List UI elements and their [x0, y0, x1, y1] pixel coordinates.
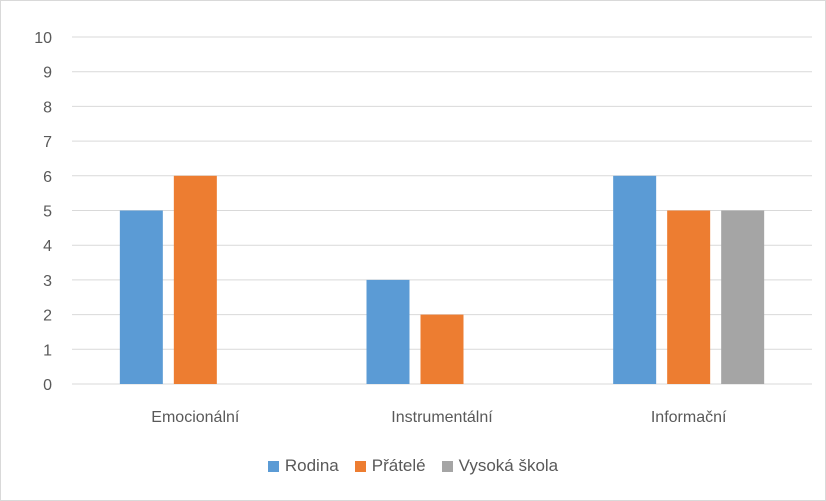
y-tick-label: 3 — [43, 273, 52, 290]
legend-item-pratele: Přátelé — [354, 456, 426, 476]
y-tick-label: 0 — [43, 377, 52, 394]
legend-swatch-pratele — [354, 460, 366, 472]
legend-label-pratele: Přátelé — [371, 456, 426, 475]
legend-swatch-rodina — [267, 460, 279, 472]
bar-rodina-2 — [613, 175, 657, 384]
bars — [119, 175, 765, 384]
legend-swatch-vysoka-skola — [441, 460, 453, 472]
y-tick-label: 5 — [43, 204, 52, 221]
legend-label-vysoka-skola: Vysoká škola — [458, 456, 559, 475]
y-tick-label: 9 — [43, 65, 52, 82]
y-axis-ticks: 0 1 2 3 4 5 6 7 8 9 10 — [34, 30, 52, 394]
bar-přátelé-0 — [173, 175, 217, 384]
x-axis-ticks: Emocionální Instrumentální Informační — [151, 409, 727, 426]
y-tick-label: 7 — [43, 134, 52, 151]
y-tick-label: 8 — [43, 99, 52, 116]
bar-přátelé-1 — [420, 314, 464, 384]
y-tick-label: 4 — [43, 238, 52, 255]
y-tick-label: 2 — [43, 308, 52, 325]
x-tick-label: Instrumentální — [391, 409, 493, 426]
x-tick-label: Emocionální — [151, 409, 240, 426]
y-tick-label: 1 — [43, 342, 52, 359]
y-tick-label: 10 — [34, 30, 52, 47]
bar-rodina-0 — [119, 210, 163, 384]
legend: Rodina Přátelé Vysoká škola — [0, 456, 826, 476]
bar-vysoká-škola-2 — [721, 210, 765, 384]
legend-item-rodina: Rodina — [267, 456, 339, 476]
x-tick-label: Informační — [651, 409, 727, 426]
bar-přátelé-2 — [667, 210, 711, 384]
legend-label-rodina: Rodina — [284, 456, 339, 475]
bar-rodina-1 — [366, 279, 410, 384]
y-tick-label: 6 — [43, 169, 52, 186]
legend-item-vysoka-skola: Vysoká škola — [441, 456, 559, 476]
